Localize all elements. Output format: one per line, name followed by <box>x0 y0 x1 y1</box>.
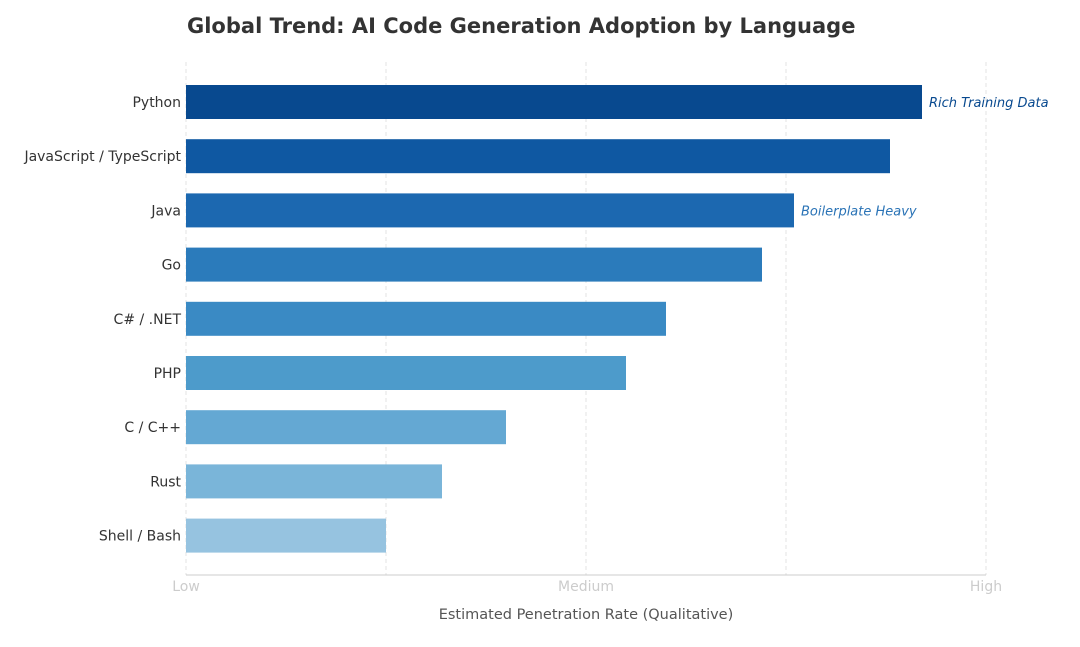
x-tick-label: Low <box>172 579 200 595</box>
bar-php <box>186 356 626 390</box>
category-label: C# / .NET <box>114 312 182 328</box>
category-label: PHP <box>154 366 181 382</box>
category-label: JavaScript / TypeScript <box>23 149 181 165</box>
category-label: Shell / Bash <box>99 529 181 545</box>
x-axis-label: Estimated Penetration Rate (Qualitative) <box>439 607 734 623</box>
category-labels: Python JavaScript / TypeScript Java Go C# / … <box>23 95 181 545</box>
bar-go <box>186 247 762 282</box>
x-tick-labels: Low Medium High <box>172 579 1002 595</box>
bar-python <box>186 85 922 119</box>
bar-rust <box>186 464 442 499</box>
category-label: C / C++ <box>124 420 181 436</box>
bar-java <box>186 193 794 228</box>
bar-shell-bash <box>186 518 386 553</box>
bars-layer <box>186 85 922 553</box>
annotation-label: Rich Training Data <box>929 96 1049 111</box>
annotation-label: Boilerplate Heavy <box>801 204 917 219</box>
bar-c-c <box>186 410 506 445</box>
category-label: Rust <box>150 474 181 490</box>
x-tick-label: High <box>970 579 1002 595</box>
category-label: Java <box>150 203 181 219</box>
chart-title: Global Trend: AI Code Generation Adoptio… <box>187 14 855 38</box>
category-label: Go <box>162 258 181 274</box>
bar-javascript-typescript <box>186 139 890 174</box>
annotations: Rich Training Data Boilerplate Heavy <box>801 96 1049 219</box>
category-label: Python <box>132 95 181 111</box>
x-tick-label: Medium <box>558 579 614 595</box>
bar-c-net <box>186 301 666 336</box>
